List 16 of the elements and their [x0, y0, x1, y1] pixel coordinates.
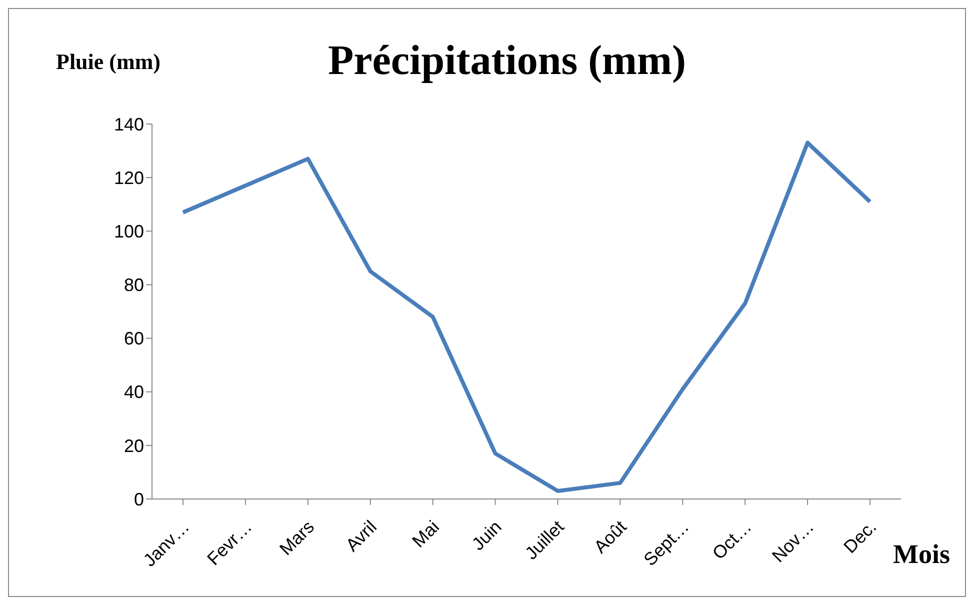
y-tick-label: 0 [134, 489, 144, 510]
line-series [181, 140, 872, 493]
y-tick-label: 60 [124, 328, 144, 349]
x-axis-title: Mois [893, 539, 950, 570]
y-tick-label: 100 [114, 222, 144, 242]
x-tick-label: Juin [468, 516, 506, 554]
y-tick-label: 140 [114, 114, 144, 134]
x-tick-label: Mai [408, 516, 443, 552]
y-tick-label: 20 [124, 436, 144, 456]
y-axis-title: Pluie (mm) [56, 49, 160, 75]
y-tick-label: 40 [124, 382, 144, 402]
chart-title: Précipitations (mm) [328, 38, 686, 84]
y-tick-label: 120 [114, 168, 144, 188]
y-tick-label: 80 [124, 275, 144, 296]
x-tick-label: Dec. [840, 516, 880, 558]
x-tick-label: Oct… [708, 516, 756, 564]
